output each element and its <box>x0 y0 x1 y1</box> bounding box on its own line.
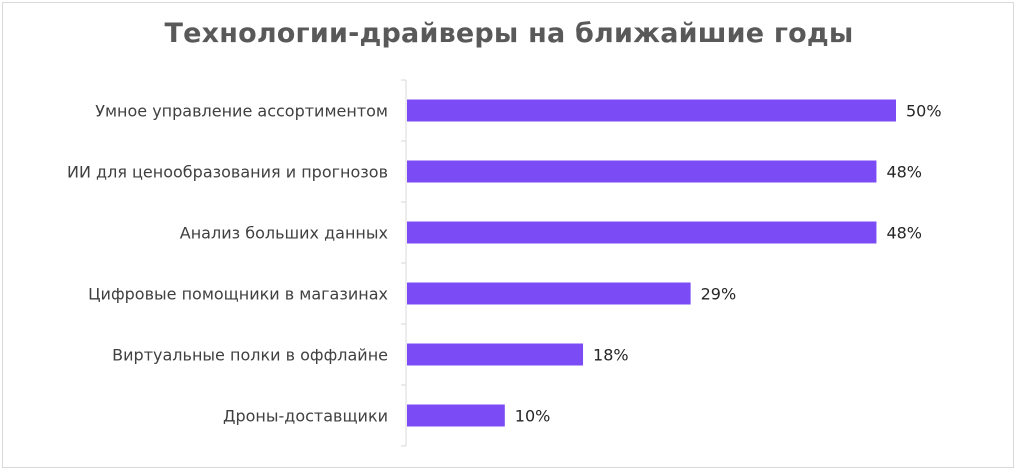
category-label: Цифровые помощники в магазинах <box>88 285 388 304</box>
bar <box>407 99 896 122</box>
category-label: ИИ для ценообразования и прогнозов <box>67 163 388 182</box>
category-label: Умное управление ассортиментом <box>95 102 388 121</box>
bar <box>407 404 505 427</box>
data-label: 50% <box>906 102 942 121</box>
bar <box>407 221 877 244</box>
category-label: Дроны-доставщики <box>223 407 388 426</box>
data-label: 48% <box>886 224 922 243</box>
bar <box>407 160 877 183</box>
bar <box>407 282 691 305</box>
data-label: 10% <box>515 407 551 426</box>
data-label: 29% <box>701 285 737 304</box>
bar <box>407 343 584 366</box>
data-label: 18% <box>593 346 629 365</box>
category-label: Анализ больших данных <box>180 224 388 243</box>
data-label: 48% <box>886 163 922 182</box>
category-label: Виртуальные полки в оффлайне <box>112 346 388 365</box>
chart-title: Технологии-драйверы на ближайшие годы <box>164 18 854 49</box>
